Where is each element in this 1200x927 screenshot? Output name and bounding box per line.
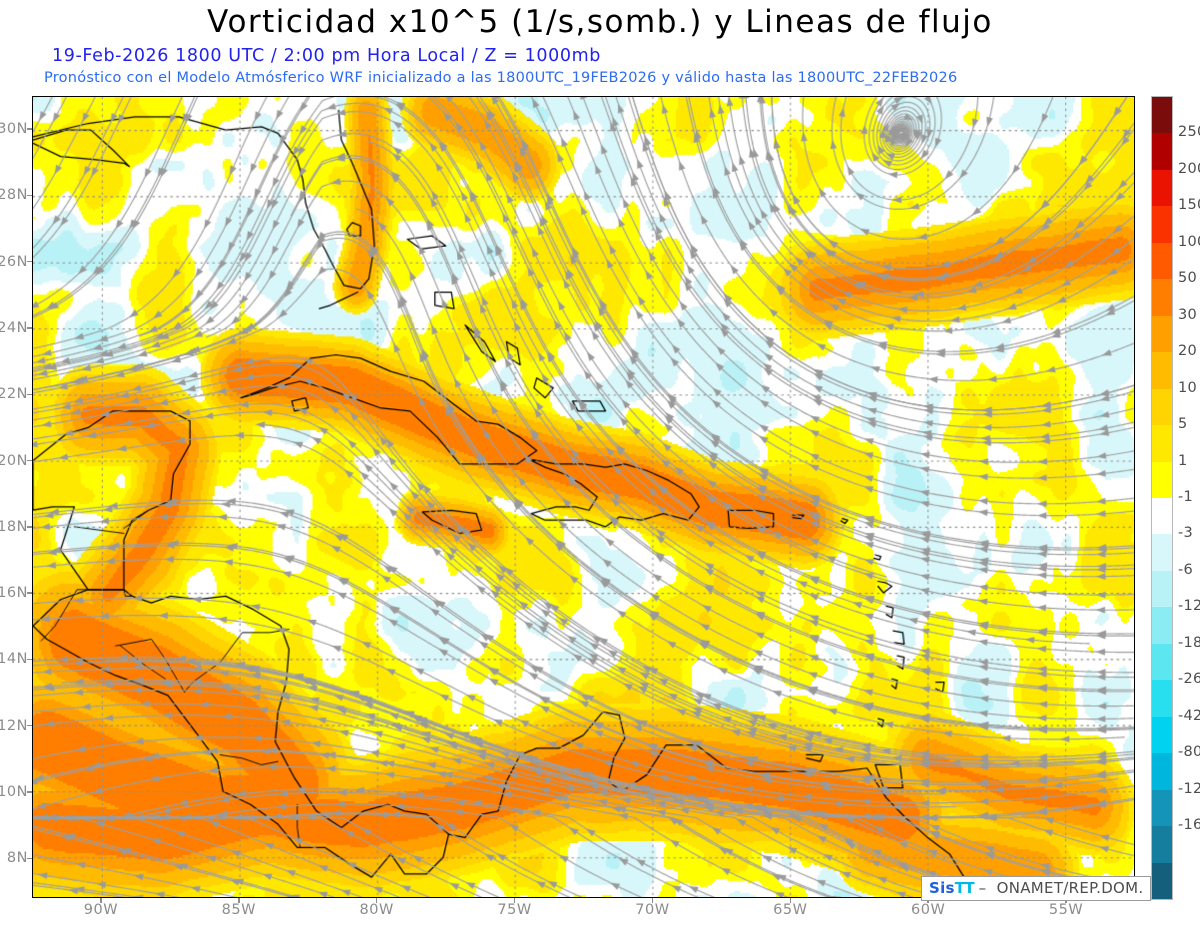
x-axis-tick (238, 898, 240, 903)
x-axis-tick (513, 898, 516, 903)
colorbar-band (1152, 862, 1172, 899)
y-axis-tick (27, 128, 32, 130)
colorbar-band (1152, 497, 1172, 535)
brand-tt-text: TT (954, 879, 975, 897)
x-axis-tick (789, 898, 791, 903)
y-axis-tick (27, 393, 32, 395)
colorbar-tick-label: 20 (1178, 343, 1198, 360)
x-axis-label: 90W (83, 902, 119, 918)
y-axis-tick (27, 658, 32, 661)
colorbar-band (1152, 753, 1172, 790)
colorbar-band (1152, 169, 1172, 207)
x-axis-tick (651, 898, 654, 903)
colorbar-band (1152, 352, 1172, 389)
x-axis-tick (375, 898, 378, 903)
forecast-time-subtitle: 19-Feb-2026 1800 UTC / 2:00 pm Hora Loca… (52, 46, 601, 66)
colorbar-tick-label: 30 (1178, 306, 1198, 323)
page-title: Vorticidad x10^5 (1/s,somb.) y Lineas de… (207, 4, 993, 40)
colorbar-band (1152, 279, 1172, 316)
y-axis-tick (27, 261, 32, 263)
colorbar-tick-label: -160 (1178, 817, 1200, 834)
model-validity-line: Pronóstico con el Modelo Atmósferico WRF… (44, 70, 958, 86)
y-axis-tick (27, 194, 32, 197)
y-axis-tick (27, 459, 32, 462)
colorbar-band (1152, 534, 1172, 571)
x-axis-label: 75W (497, 902, 532, 918)
vorticity-map-canvas (33, 97, 1134, 897)
colorbar-band (1152, 570, 1172, 608)
colorbar-tick-label: 150 (1178, 197, 1200, 214)
y-axis-tick (27, 526, 32, 528)
y-axis-label: 28N (0, 187, 28, 204)
colorbar-tick-label: 50 (1178, 270, 1198, 287)
y-axis-tick (27, 327, 32, 329)
y-axis-label: 8N (6, 850, 28, 867)
y-axis-label: 16N (0, 585, 28, 602)
colorbar (1151, 96, 1173, 900)
colorbar-tick-label: -18 (1178, 634, 1200, 651)
colorbar-tick-label: -6 (1178, 561, 1194, 578)
y-axis-label: 22N (0, 386, 28, 403)
y-axis-tick (27, 592, 32, 594)
colorbar-tick-label: 5 (1178, 416, 1188, 433)
title-block: Vorticidad x10^5 (1/s,somb.) y Lineas de… (0, 0, 1200, 86)
colorbar-band (1152, 607, 1172, 644)
colorbar-tick-label: 10 (1178, 379, 1198, 396)
x-axis-label: 65W (773, 902, 808, 918)
colorbar-band (1152, 826, 1172, 863)
colorbar-tick-label: -3 (1178, 525, 1194, 542)
map-plot-frame (32, 96, 1135, 898)
y-axis-label: 14N (0, 651, 28, 668)
colorbar-tick-label: -80 (1178, 744, 1200, 761)
x-axis-label: 80W (359, 902, 394, 918)
attribution-agency: ONAMET/REP.DOM. (996, 879, 1144, 897)
colorbar-band (1152, 242, 1172, 280)
colorbar-band (1152, 716, 1172, 754)
colorbar-band (1152, 133, 1172, 170)
colorbar-band (1152, 388, 1172, 426)
y-axis-label: 26N (0, 253, 28, 270)
colorbar-band (1152, 425, 1172, 462)
colorbar-band (1152, 643, 1172, 681)
colorbar-band (1152, 789, 1172, 827)
colorbar-band (1152, 680, 1172, 717)
y-axis-label: 10N (0, 783, 28, 800)
colorbar-tick-label: -120 (1178, 780, 1200, 797)
y-axis-label: 12N (0, 717, 28, 734)
colorbar-band (1152, 315, 1172, 353)
colorbar-tick-label: -1 (1178, 489, 1194, 505)
y-axis-label: 18N (0, 518, 28, 535)
colorbar-band (1152, 461, 1172, 498)
attribution-separator: – (973, 879, 997, 897)
x-axis-tick (100, 898, 102, 903)
x-axis-label: 60W (911, 902, 946, 918)
colorbar-tick-label: -42 (1178, 707, 1200, 724)
y-axis-tick (27, 857, 32, 859)
colorbar-tick-label: -12 (1178, 598, 1200, 615)
colorbar-tick-label: 250 (1178, 124, 1200, 141)
y-axis-label: 20N (0, 452, 28, 469)
colorbar-band (1152, 97, 1172, 134)
y-axis-tick (27, 791, 32, 793)
colorbar-tick-label: 100 (1178, 233, 1200, 250)
y-axis-label: 30N (0, 121, 28, 138)
x-axis-label: 70W (635, 902, 670, 918)
y-axis-tick (27, 724, 32, 727)
colorbar-tick-label: -26 (1178, 671, 1200, 688)
x-axis-label: 55W (1048, 902, 1084, 918)
brand-sis-text: Sis (929, 879, 955, 897)
colorbar-tick-label: 200 (1178, 160, 1200, 177)
y-axis-label: 24N (0, 319, 28, 336)
colorbar-band (1152, 206, 1172, 243)
colorbar-tick-label: 1 (1178, 452, 1188, 469)
attribution-badge: SisTT – ONAMET/REP.DOM. (921, 876, 1152, 901)
x-axis-label: 85W (221, 902, 256, 918)
